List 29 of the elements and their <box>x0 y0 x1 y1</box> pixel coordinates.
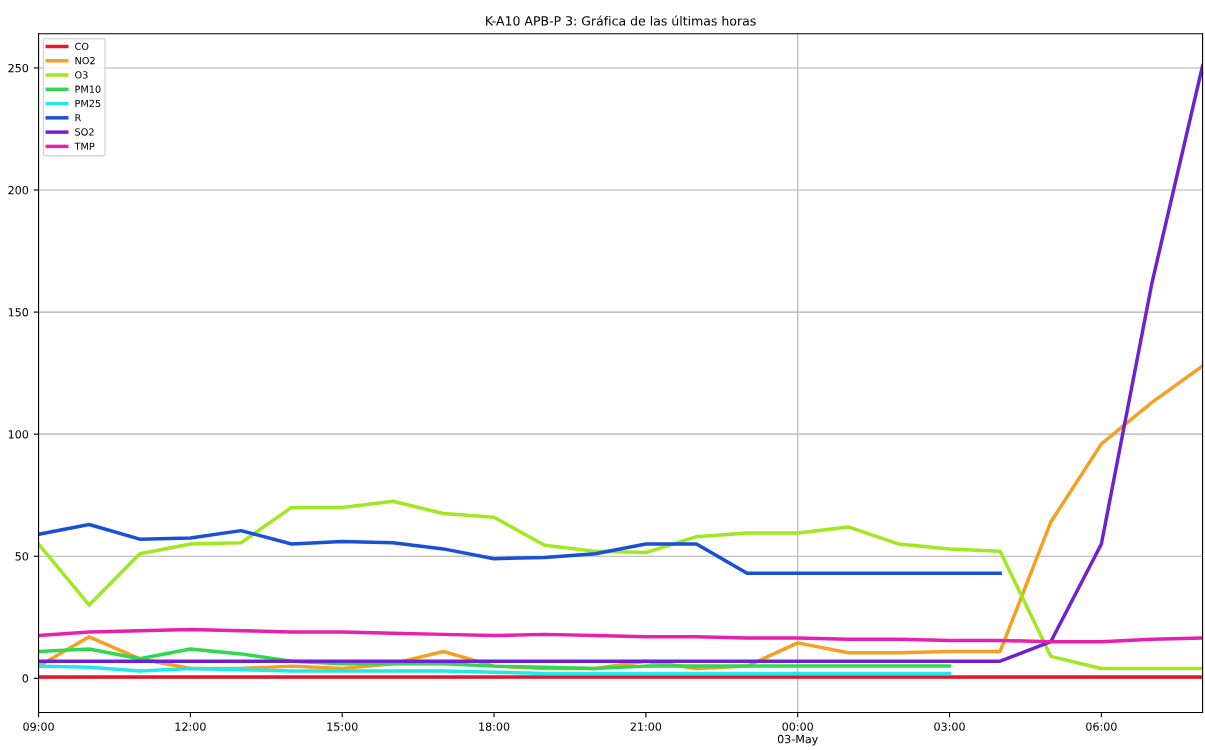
x-tick-label: 21:00 <box>630 722 662 731</box>
legend-label: SO2 <box>75 128 94 136</box>
line-series <box>38 647 952 671</box>
y-tick-label: 100 <box>8 430 29 439</box>
line-series <box>38 627 1203 644</box>
legend-label: PM10 <box>75 85 101 93</box>
legend-label: TMP <box>74 142 95 150</box>
line-series <box>38 499 1203 671</box>
legend-label: NO2 <box>75 56 95 65</box>
x-tick-label: 18:00 <box>479 722 510 731</box>
x-tick-label: 12:00 <box>175 722 206 731</box>
legend-label: CO <box>75 42 89 51</box>
line-series <box>38 664 952 676</box>
legend-label: PM25 <box>75 99 101 108</box>
x-tick-label: 06:00 <box>1086 722 1117 731</box>
y-tick-label: 150 <box>8 308 29 317</box>
y-tick-label: 200 <box>8 185 29 195</box>
chart-title: K-A10 APB-P 3: Gráfica de las últimas horas <box>486 15 756 26</box>
legend-label: R <box>75 114 82 122</box>
y-tick-label: 250 <box>8 63 29 73</box>
x-tick-label: 03:00 <box>934 722 965 731</box>
y-tick-label: 50 <box>15 552 29 561</box>
x-tick-label: 15:00 <box>327 722 358 731</box>
line-series <box>38 522 1002 576</box>
y-tick-label: 0 <box>22 674 29 683</box>
x-tick-label: 09:00 <box>23 722 54 731</box>
legend-label: O3 <box>75 71 88 79</box>
x-tick-label: 00:00 03-May <box>777 722 818 746</box>
line-series <box>38 63 1203 663</box>
